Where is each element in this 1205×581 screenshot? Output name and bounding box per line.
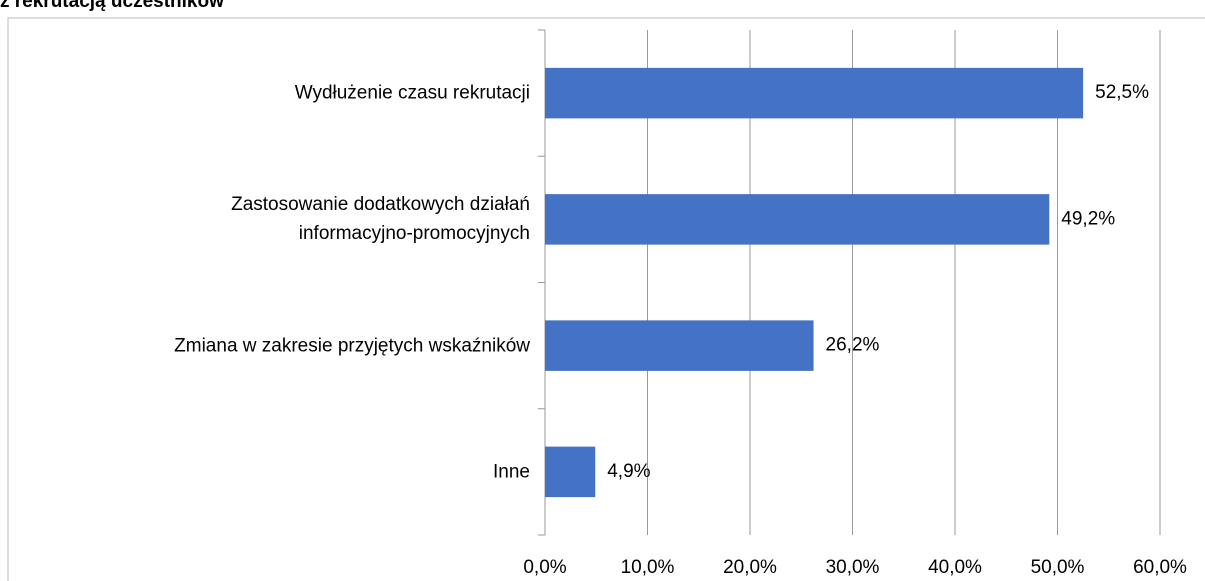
x-tick-label: 40,0% — [928, 557, 982, 578]
data-label: 26,2% — [826, 335, 880, 356]
x-tick-label: 60,0% — [1133, 557, 1187, 578]
y-tick-label: Inne — [493, 461, 530, 483]
data-label: 52,5% — [1095, 82, 1149, 103]
y-tick-label: Zmiana w zakresie przyjętych wskaźników — [174, 335, 530, 357]
x-tick-label: 30,0% — [826, 557, 880, 578]
y-tick-label: Zastosowanie dodatkowych działań informa… — [231, 194, 530, 245]
y-tick-label: Wydłużenie czasu rekrutacji — [294, 82, 530, 104]
bar — [545, 67, 1084, 119]
x-tick-label: 0,0% — [523, 557, 566, 578]
x-tick-label: 10,0% — [621, 557, 675, 578]
x-tick-label: 20,0% — [723, 557, 777, 578]
data-label: 49,2% — [1061, 208, 1115, 229]
bar — [545, 194, 1050, 245]
bar — [545, 446, 596, 498]
data-label: 4,9% — [607, 461, 650, 482]
bar — [545, 320, 814, 371]
x-tick-label: 50,0% — [1031, 557, 1085, 578]
chart-title: z rekrutacją uczestników — [0, 0, 224, 12]
chart-frame — [7, 17, 1205, 581]
